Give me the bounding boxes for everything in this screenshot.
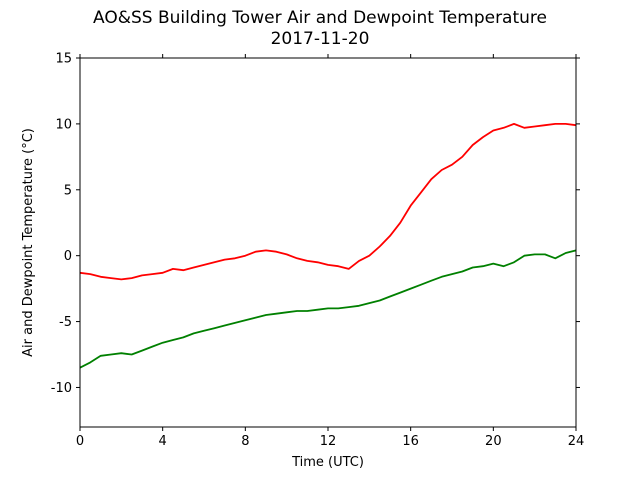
x-tick-label: 24 xyxy=(568,434,585,449)
y-tick-label: 10 xyxy=(55,117,72,132)
x-tick-label: 0 xyxy=(76,434,84,449)
y-tick-label: 0 xyxy=(64,249,72,264)
y-tick-label: -10 xyxy=(51,381,72,396)
x-tick-label: 20 xyxy=(485,434,502,449)
x-tick-label: 16 xyxy=(402,434,419,449)
x-axis: 0 4 8 12 16 20 24 xyxy=(76,54,584,449)
x-axis-label: Time (UTC) xyxy=(291,455,364,470)
y-tick-label: -5 xyxy=(59,315,72,330)
plot-lines xyxy=(79,123,577,369)
chart-subtitle: 2017-11-20 xyxy=(270,29,370,49)
y-axis: -10 -5 0 5 10 15 xyxy=(51,52,580,396)
series-line-0 xyxy=(79,123,577,281)
plot-frame xyxy=(79,57,577,428)
x-tick-label: 12 xyxy=(320,434,337,449)
x-tick-label: 4 xyxy=(159,434,167,449)
x-tick-label: 8 xyxy=(241,434,249,449)
y-axis-label: Air and Dewpoint Temperature (°C) xyxy=(21,128,36,357)
y-tick-label: 5 xyxy=(64,183,72,198)
y-tick-label: 15 xyxy=(55,52,72,67)
series-line-1 xyxy=(79,249,577,369)
chart-title: AO&SS Building Tower Air and Dewpoint Te… xyxy=(92,8,547,28)
